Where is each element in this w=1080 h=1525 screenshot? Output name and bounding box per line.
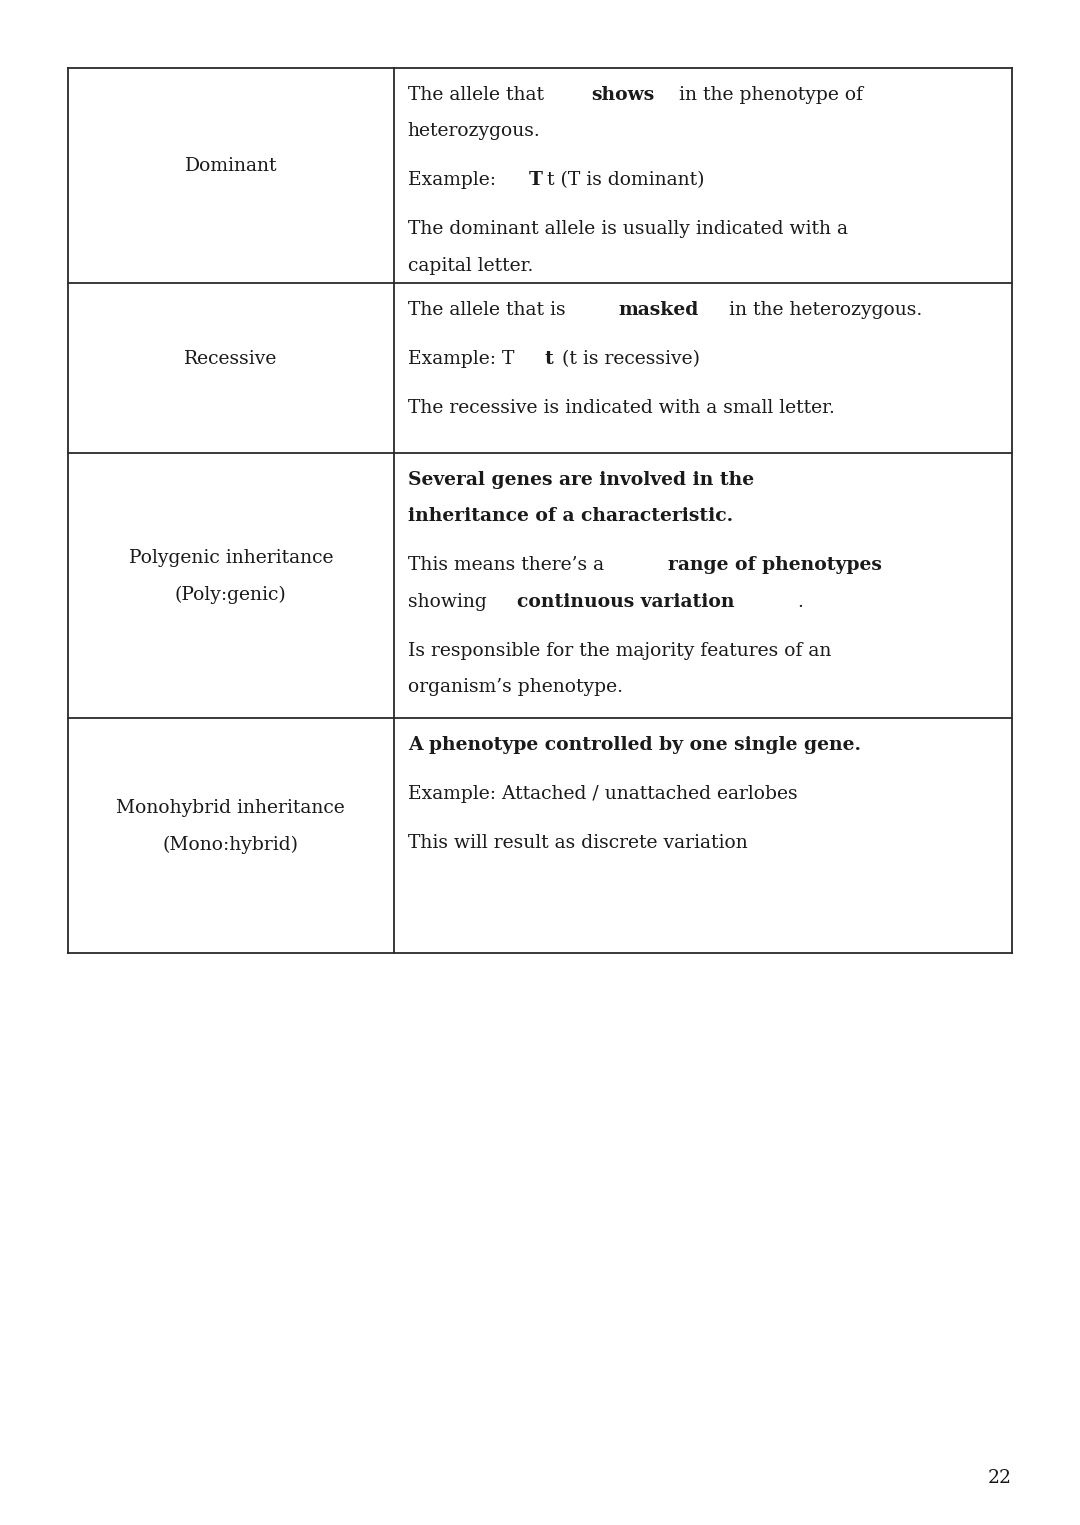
Text: shows: shows — [591, 85, 654, 104]
Text: Is responsible for the majority features of an: Is responsible for the majority features… — [407, 642, 831, 660]
Text: .: . — [798, 593, 804, 610]
Text: The allele that: The allele that — [407, 85, 550, 104]
Text: t (T is dominant): t (T is dominant) — [548, 171, 704, 189]
Text: range of phenotypes: range of phenotypes — [669, 557, 882, 575]
Text: Example: Attached / unattached earlobes: Example: Attached / unattached earlobes — [407, 785, 797, 804]
Text: showing: showing — [407, 593, 492, 610]
Text: masked: masked — [619, 300, 699, 319]
Text: Recessive: Recessive — [185, 349, 278, 368]
Text: in the heterozygous.: in the heterozygous. — [723, 300, 921, 319]
Text: This means there’s a: This means there’s a — [407, 557, 610, 575]
Text: A phenotype controlled by one single gene.: A phenotype controlled by one single gen… — [407, 737, 861, 753]
Text: Several genes are involved in the: Several genes are involved in the — [407, 471, 754, 490]
Text: t: t — [545, 351, 554, 368]
Text: Monohybrid inheritance: Monohybrid inheritance — [117, 799, 346, 817]
Text: heterozygous.: heterozygous. — [407, 122, 540, 140]
Text: The recessive is indicated with a small letter.: The recessive is indicated with a small … — [407, 400, 835, 418]
Text: 22: 22 — [988, 1469, 1012, 1487]
Text: The dominant allele is usually indicated with a: The dominant allele is usually indicated… — [407, 221, 848, 238]
Text: capital letter.: capital letter. — [407, 256, 534, 274]
Text: (Mono:hybrid): (Mono:hybrid) — [163, 836, 299, 854]
Text: This will result as discrete variation: This will result as discrete variation — [407, 834, 747, 852]
Text: in the phenotype of: in the phenotype of — [673, 85, 863, 104]
Text: (t is recessive): (t is recessive) — [556, 351, 700, 368]
Text: (Poly:genic): (Poly:genic) — [175, 586, 286, 604]
Text: Dominant: Dominant — [185, 157, 278, 175]
Text: Example: T: Example: T — [407, 351, 514, 368]
Text: T: T — [529, 171, 543, 189]
Text: Example:: Example: — [407, 171, 502, 189]
Text: organism’s phenotype.: organism’s phenotype. — [407, 679, 623, 695]
Text: continuous variation: continuous variation — [517, 593, 734, 610]
Text: inheritance of a characteristic.: inheritance of a characteristic. — [407, 508, 733, 525]
Text: The allele that is: The allele that is — [407, 300, 571, 319]
Text: Polygenic inheritance: Polygenic inheritance — [129, 549, 333, 567]
